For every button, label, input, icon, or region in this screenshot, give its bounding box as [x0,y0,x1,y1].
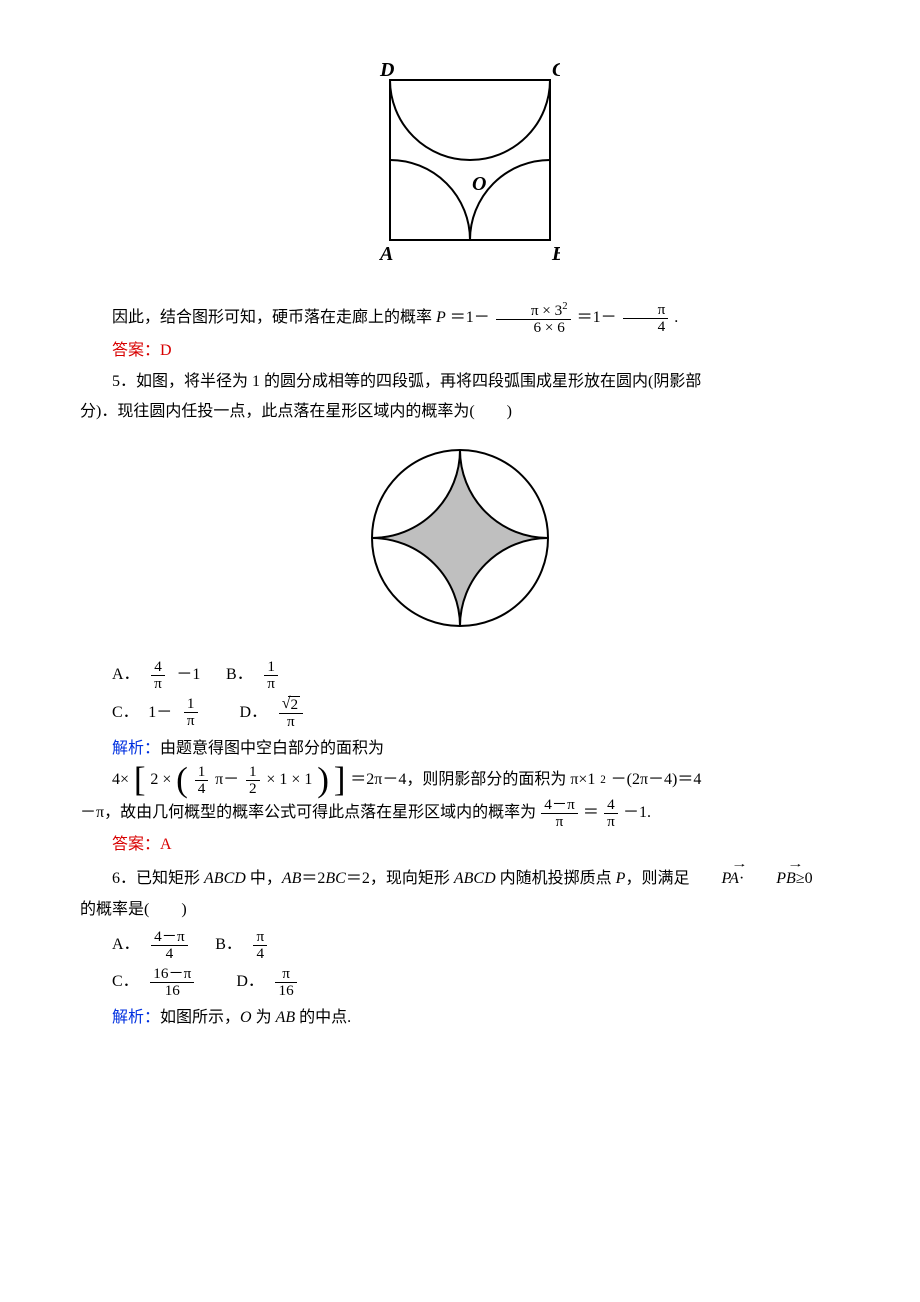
q5-opt-B-label: B． [226,660,253,690]
q6-opt-A-label: A． [112,930,140,960]
frac-pi3sq-over-36: π × 32 6 × 6 [496,301,571,336]
svg-text:O: O [472,173,486,195]
q6-options: A． 4－π 4 B． π 4 C． 16－π 16 D． π 16 [112,929,840,999]
svg-text:C: C [552,59,560,81]
q5-sol-tail: －1. [623,798,651,828]
calc-after: ＝2π－4，则阴影部分的面积为 π×1 [350,765,595,795]
frac-4mpi-pi: 4－π π [541,797,577,830]
calc-after2: －(2π－4)＝4 [611,765,702,795]
sq-sup: 2 [600,770,606,791]
q5-opt-C-lead: 1－ [148,698,172,728]
q6-sol: 解析：如图所示，O 为 AB 的中点. [80,1003,840,1033]
figure-astroid [80,438,840,649]
q6-num: 6． [112,870,136,887]
q5-sol-line1: 解析：由题意得图中空白部分的面积为 [80,734,840,764]
answer-value-1: D [160,342,172,359]
q5-opt-C-frac: 1 π [184,696,198,729]
q6-opt-D-frac: π 16 [275,966,296,999]
q5-opt-A-frac: 4 π [151,659,165,692]
q6-rect: ABCD [204,870,246,887]
eq1: ＝1－ [450,310,490,327]
frac-pi-over-4: π 4 [623,302,669,335]
conclusion-prefix: 因此，结合图形可知，硬币落在走廊上的概率 [112,310,436,327]
q6-opt-D-label: D． [236,967,264,997]
q6-eq2: ＝2，现向矩形 [346,870,454,887]
q6-sol-b: 为 [252,1009,276,1026]
q5-stem-line1: 5．如图，将半径为 1 的圆分成相等的四段弧，再将四段弧围成星形放在圆内(阴影部 [80,367,840,397]
q5-sol-line3: －π，故由几何概型的概率公式可得此点落在星形区域内的概率为 4－π π ＝ 4 … [80,797,840,830]
frac-4-pi: 4 π [604,797,618,830]
q5-opt-B-frac: 1 π [264,659,278,692]
mid1: ＝1－ [577,310,617,327]
q6-rect2: ABCD [454,870,496,887]
lparen-icon: ( [176,768,188,793]
q5-sol-eq: ＝ [583,798,599,828]
q6-opt-A-frac: 4－π 4 [151,929,187,962]
rparen-icon: ) [317,768,329,793]
q6-c: 内随机投掷质点 [496,870,616,887]
svg-text:D: D [379,59,394,81]
q5-stem2: 分)．现往圆内任投一点，此点落在星形区域内的概率为( ) [80,403,512,420]
q5-opt-A-label: A． [112,660,140,690]
q6-BC: BC [325,870,345,887]
answer-label-5: 答案： [112,836,160,853]
q6-e: 的概率是( ) [80,901,187,918]
answer-label-1: 答案： [112,342,160,359]
rbracket-icon: ] [334,768,346,793]
q6-stem: 6．已知矩形 ABCD 中，AB＝2BC＝2，现向矩形 ABCD 内随机投掷质点… [80,860,840,894]
q5-options: A． 4 π －1 B． 1 π C． 1－ 1 π D． [112,659,840,730]
figure-square-arcs: A B C D O [80,50,840,291]
q5-sol-line3a: －π，故由几何概型的概率公式可得此点落在星形区域内的概率为 [80,798,536,828]
svg-text:B: B [551,243,560,265]
calc-4x: 4× [112,765,129,795]
calc-tail: × 1 × 1 [266,765,312,795]
q5-opt-D-label: D． [240,698,268,728]
frac-1-4: 1 4 [195,764,209,797]
q6-sol-O: O [240,1009,252,1026]
q5-stem-line2: 分)．现往圆内任投一点，此点落在星形区域内的概率为( ) [80,397,840,427]
period1: . [674,310,678,327]
calc-mid1: π－ [215,765,239,795]
page-content: ABCDO 因此，结合图形可知，硬币落在走廊上的概率 P ＝1－ π × 32 … [0,0,920,1073]
svg-text:A: A [378,243,393,265]
fig1-conclusion: 因此，结合图形可知，硬币落在走廊上的概率 P ＝1－ π × 32 6 × 6 … [80,301,840,336]
frac-1-2: 1 2 [246,764,260,797]
q6-stem-line2: 的概率是( ) [80,895,840,925]
q6-a: 已知矩形 [136,870,204,887]
q6-AB: AB [282,870,302,887]
lbracket-icon: [ [134,768,146,793]
q5-opt-C-label: C． [112,698,139,728]
q5-sol-calc: 4× [ 2 × ( 1 4 π－ 1 2 × 1 × 1 ) ] ＝2π－4，… [112,764,840,797]
q6-sol-AB: AB [276,1009,296,1026]
fig1-svg: A B C D O [360,50,560,280]
q5-option-row-CD: C． 1－ 1 π D． √2 π [112,696,840,730]
calc-inner1: 2 × [150,765,171,795]
q5-num: 5． [112,373,136,390]
q6-opt-B-frac: π 4 [253,929,267,962]
q6-opt-C-label: C． [112,967,139,997]
q5-sol-text1: 由题意得图中空白部分的面积为 [160,740,384,757]
var-P: P [436,310,446,327]
answer-value-5: A [160,836,172,853]
q5-opt-A-tail: －1 [176,660,200,690]
answer-1: 答案：D [80,336,840,366]
q5-option-row-AB: A． 4 π －1 B． 1 π [112,659,840,692]
q6-option-row-AB: A． 4－π 4 B． π 4 [112,929,840,962]
vec-PB: PB [744,860,796,894]
q6-P: P [616,870,626,887]
q6-opt-B-label: B． [215,930,242,960]
q6-b: 中， [246,870,282,887]
q5-stem1: 如图，将半径为 1 的圆分成相等的四段弧，再将四段弧围成星形放在圆内(阴影部 [136,373,701,390]
sqrt-2: √2 [282,696,300,713]
q5-opt-D-frac: √2 π [279,696,303,730]
q6-eq1: ＝2 [301,870,325,887]
q6-sol-head: 解析： [112,1009,160,1026]
q6-sol-a: 如图所示， [160,1009,240,1026]
vec-PA: PA [689,860,738,894]
q6-opt-C-frac: 16－π 16 [150,966,194,999]
q5-sol-head: 解析： [112,740,160,757]
q6-option-row-CD: C． 16－π 16 D． π 16 [112,966,840,999]
q6-sol-c: 的中点. [295,1009,351,1026]
fig2-svg [360,438,560,638]
